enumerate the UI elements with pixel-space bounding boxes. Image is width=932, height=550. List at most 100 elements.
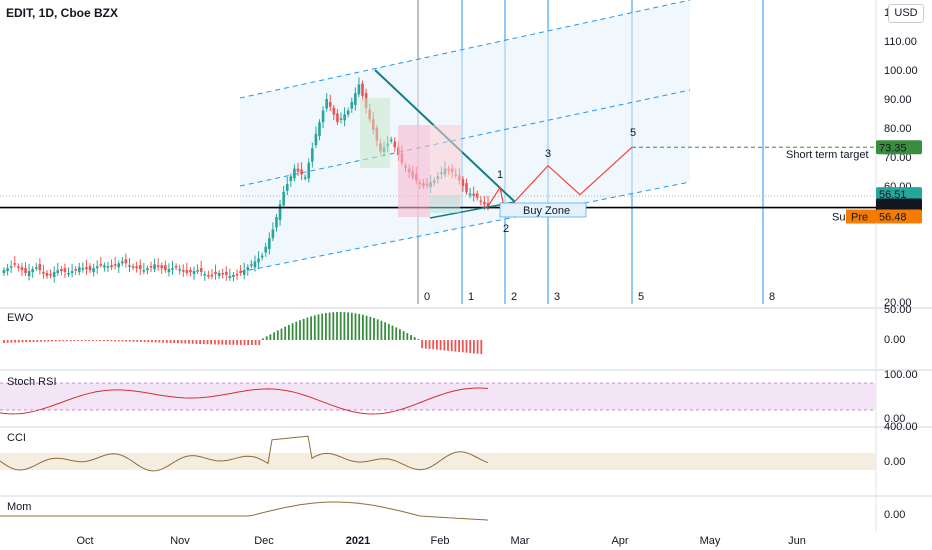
candle-body (332, 107, 336, 115)
cci-pane-title[interactable]: CCI (7, 432, 26, 444)
candle-body (354, 93, 357, 105)
candle-body (361, 83, 364, 97)
candle-body (17, 266, 20, 268)
candle-body (253, 261, 257, 268)
candle-body (124, 259, 128, 264)
mom-pane-title[interactable]: Mom (7, 501, 32, 513)
wave-label-2: 2 (503, 223, 509, 235)
pane-tick-1-1: 0.00 (884, 413, 905, 425)
candle-body (185, 270, 189, 273)
candle-body (24, 268, 27, 273)
stoch-band (0, 383, 876, 410)
indicator-panes (0, 312, 876, 521)
wave-label-5: 5 (630, 127, 636, 139)
candle-body (268, 238, 271, 249)
candle-body (20, 267, 24, 271)
position-box-short-2 (430, 125, 462, 205)
candle-body (217, 273, 221, 276)
candle-body (235, 273, 239, 276)
last-price-tag-a: 56.51 (879, 189, 907, 201)
candle-body (42, 272, 45, 274)
price-tick-6: 20.00 (884, 297, 912, 309)
time-tick-6: Apr (611, 535, 628, 547)
candle-body (389, 139, 393, 142)
pre-value-tag-bg (876, 209, 922, 224)
stoch-rsi-pane-title[interactable]: Stoch RSI (7, 376, 57, 388)
candle-body (343, 114, 346, 121)
time-tick-5: Mar (511, 535, 530, 547)
target-price-tag-bg (876, 140, 922, 155)
time-tick-3: 2021 (346, 535, 370, 547)
price-tick-top: 1 (884, 7, 890, 19)
candle-body (9, 266, 13, 268)
position-box-long (360, 98, 390, 168)
candle-body (393, 141, 397, 148)
symbol-title[interactable]: EDIT, 1D, Cboe BZX (6, 6, 119, 20)
last-price-tag-b-bg (876, 198, 922, 213)
candle-body (475, 193, 479, 198)
candle-body (74, 269, 78, 271)
candle-body (303, 177, 307, 179)
candle-body (13, 263, 17, 265)
candle-body (246, 267, 250, 271)
candle-body (81, 268, 85, 270)
target-price-tag: 73.35 (879, 142, 907, 154)
candle-body (275, 216, 278, 228)
ewo-pane-title[interactable]: EWO (7, 312, 34, 324)
candle-body (103, 265, 106, 268)
candle-body (142, 270, 146, 272)
candle-body (264, 246, 268, 253)
candle-body (156, 265, 160, 267)
candle-body (203, 273, 207, 276)
pane-tick-2-1: 0.00 (884, 456, 905, 468)
candle-body (2, 270, 6, 274)
candle-body (289, 176, 293, 182)
candle-body (278, 204, 282, 220)
currency-button[interactable]: USD (888, 4, 924, 23)
last-price-tag-a-bg (876, 187, 922, 202)
channel-mid-line (239, 89, 691, 187)
pre-tag: Pre (851, 212, 868, 224)
candle-body (296, 168, 300, 172)
candle-body (153, 264, 156, 270)
time-tick-4: Feb (431, 535, 450, 547)
candle-body (178, 269, 181, 271)
pane-tick-2-0: 400.00 (884, 421, 918, 433)
support-stub-label: Su (832, 212, 845, 224)
candle-body (88, 266, 92, 271)
price-tick-1: 100.00 (884, 65, 918, 77)
fib-label-1: 1 (468, 291, 474, 303)
cci-line (0, 435, 489, 472)
candle-body (339, 118, 343, 120)
candle-body (260, 255, 264, 258)
candle-body (27, 271, 31, 277)
fib-label-0: 0 (424, 291, 430, 303)
pane-tick-0-1: 0.00 (884, 334, 905, 346)
price-tick-2: 90.00 (884, 94, 912, 106)
candle-body (224, 271, 228, 275)
candle-body (207, 274, 210, 277)
candle-body (285, 184, 289, 191)
time-tick-7: May (700, 535, 721, 547)
candle-body (192, 271, 196, 275)
candle-body (325, 99, 328, 109)
candle-body (85, 267, 88, 270)
price-axis: 110.00100.0090.0080.0070.0060.0020.00173… (832, 7, 922, 521)
candle-body (293, 168, 296, 179)
candle-body (164, 265, 167, 271)
candle-body (49, 273, 52, 276)
candle-body (131, 266, 135, 268)
candle-body (99, 264, 103, 266)
mom-line (0, 501, 489, 521)
buy-zone-box (499, 202, 587, 218)
parallel-channel[interactable] (239, 0, 691, 273)
candle-body (346, 110, 350, 115)
candle-body (77, 267, 81, 273)
stoch-rsi-line (0, 387, 489, 415)
fib-label-2: 2 (511, 291, 517, 303)
price-tick-0: 110.00 (884, 36, 917, 48)
cci-band (0, 453, 876, 470)
candle-body (311, 148, 314, 162)
